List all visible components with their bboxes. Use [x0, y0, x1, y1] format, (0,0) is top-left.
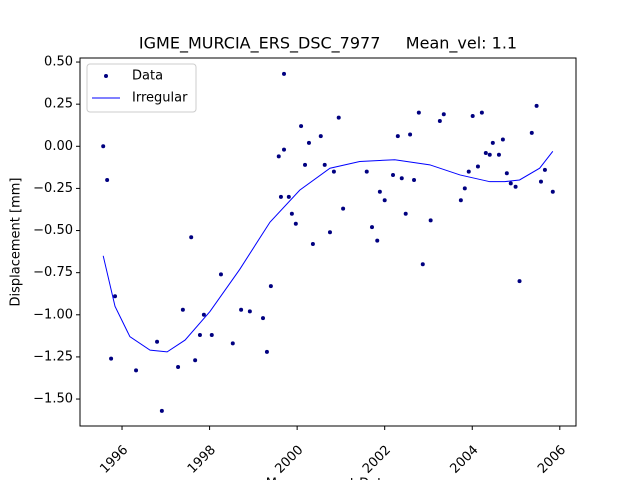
data-point: [318, 134, 323, 139]
data-point: [475, 164, 480, 169]
fit-line: [102, 151, 554, 353]
data-point: [105, 177, 110, 182]
data-point: [341, 206, 346, 211]
y-tick-label: −0.75: [33, 265, 73, 280]
data-point: [134, 368, 139, 373]
data-point: [375, 238, 380, 243]
data-point: [538, 179, 543, 184]
data-point: [441, 112, 446, 117]
data-point: [209, 333, 214, 338]
data-point: [550, 189, 555, 194]
data-point: [513, 184, 518, 189]
data-point: [331, 169, 336, 174]
plot-frame: [79, 57, 577, 427]
data-point: [364, 169, 369, 174]
y-tick-label: −1.50: [33, 392, 73, 407]
data-point: [218, 272, 223, 277]
data-point: [113, 294, 118, 299]
data-point: [155, 339, 160, 344]
data-point: [500, 137, 505, 142]
data-point: [101, 144, 106, 149]
legend-box: [86, 63, 197, 113]
data-point: [193, 358, 198, 363]
data-point: [306, 140, 311, 145]
legend-marker: [104, 74, 108, 78]
data-point: [382, 198, 387, 203]
data-point: [201, 312, 206, 317]
data-point: [264, 349, 269, 354]
data-point: [420, 262, 425, 267]
data-point: [369, 225, 374, 230]
data-point: [529, 130, 534, 135]
data-point: [399, 176, 404, 181]
data-point: [470, 113, 475, 118]
data-point: [293, 221, 298, 226]
data-point: [542, 167, 547, 172]
data-point: [230, 341, 235, 346]
data-point: [412, 177, 417, 182]
data-point: [408, 132, 413, 137]
y-tick-label: −0.25: [33, 181, 73, 196]
y-tick-label: −1.25: [33, 349, 73, 364]
data-point: [260, 316, 265, 321]
data-point: [180, 307, 185, 312]
data-point: [466, 169, 471, 174]
data-point: [490, 140, 495, 145]
data-point: [377, 189, 382, 194]
data-point: [403, 211, 408, 216]
data-point: [462, 186, 467, 191]
data-point: [278, 194, 283, 199]
data-point: [282, 71, 287, 76]
data-point: [496, 152, 501, 157]
data-point: [289, 211, 294, 216]
data-point: [458, 198, 463, 203]
data-point: [299, 124, 304, 129]
data-point: [391, 172, 396, 177]
x-axis-label: Measurement Date: [266, 477, 390, 480]
chart-title: IGME_MURCIA_ERS_DSC_7977 Mean_vel: 1.1: [139, 34, 517, 54]
data-point: [197, 333, 202, 338]
data-point: [189, 235, 194, 240]
y-tick-label: −0.50: [33, 223, 73, 238]
data-point: [286, 194, 291, 199]
data-point: [483, 151, 488, 156]
data-point: [310, 242, 315, 247]
data-point: [534, 103, 539, 108]
data-point: [336, 115, 341, 120]
data-point: [276, 154, 281, 159]
y-tick-label: 0.25: [44, 97, 73, 112]
data-point: [437, 119, 442, 124]
data-point: [176, 365, 181, 370]
data-point: [247, 309, 252, 314]
data-point: [416, 110, 421, 115]
y-tick-label: 0.50: [44, 55, 73, 70]
data-point: [327, 230, 332, 235]
data-point: [508, 181, 513, 186]
data-point: [303, 162, 308, 167]
data-point: [268, 284, 273, 289]
y-axis-label: Displacement [mm]: [9, 178, 24, 307]
data-point: [109, 356, 114, 361]
legend-label: Irregular: [132, 91, 188, 106]
y-tick-label: −1.00: [33, 307, 73, 322]
data-point: [428, 218, 433, 223]
data-point: [282, 147, 287, 152]
legend-label: Data: [132, 69, 163, 84]
data-point: [395, 134, 400, 139]
data-point: [517, 279, 522, 284]
data-point: [479, 110, 484, 115]
y-tick-label: 0.00: [44, 139, 73, 154]
data-point: [504, 171, 509, 176]
data-point: [159, 408, 164, 413]
data-point: [322, 162, 327, 167]
data-point: [239, 307, 244, 312]
data-point: [487, 152, 492, 157]
